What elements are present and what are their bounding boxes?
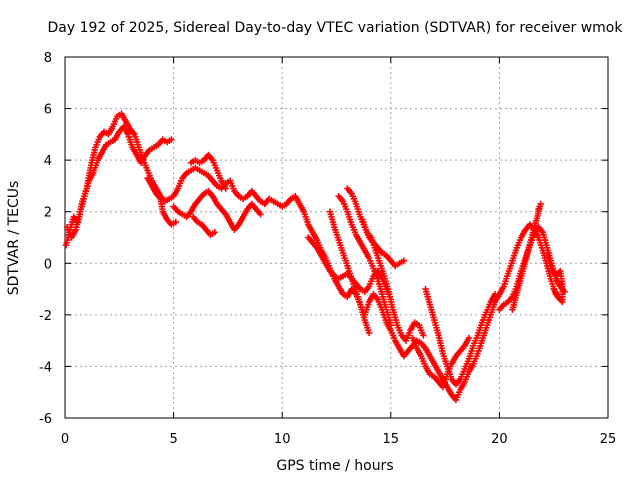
y-tick-label: 8 bbox=[44, 51, 52, 66]
grid bbox=[65, 57, 608, 418]
y-tick-label: 0 bbox=[44, 257, 52, 272]
x-tick-label: 15 bbox=[383, 432, 400, 447]
data-point-trace-j bbox=[400, 257, 408, 264]
y-tick-label: 2 bbox=[44, 206, 52, 221]
x-tick-label: 0 bbox=[61, 432, 69, 447]
y-tick-label: 4 bbox=[44, 154, 52, 169]
y-tick-label: 6 bbox=[44, 103, 52, 118]
x-tick-label: 5 bbox=[169, 432, 177, 447]
axis-ticks: 0 5 10 15 20 25 -6 -4 -2 0 2 4 6 8 bbox=[39, 51, 616, 447]
x-tick-label: 10 bbox=[274, 432, 291, 447]
y-axis-label: SDTVAR / TECUs bbox=[6, 181, 22, 296]
data-point-trace-i bbox=[365, 329, 373, 337]
data-point-trace-m bbox=[465, 334, 473, 342]
data-point-trace-c bbox=[172, 218, 179, 226]
y-tick-label: -6 bbox=[39, 412, 52, 427]
y-tick-label: -2 bbox=[39, 309, 52, 324]
x-axis-label: GPS time / hours bbox=[276, 458, 393, 474]
data-point-trace-l bbox=[491, 291, 499, 298]
data-point-trace-h bbox=[387, 321, 394, 329]
data-point-trace-o bbox=[550, 285, 557, 293]
data-marks bbox=[62, 110, 568, 404]
x-tick-label: 20 bbox=[491, 432, 508, 447]
data-point-trace-d bbox=[257, 211, 264, 218]
y-tick-label: -4 bbox=[39, 360, 52, 375]
data-point-trace-f bbox=[222, 185, 229, 192]
x-tick-label: 25 bbox=[600, 432, 617, 447]
data-point-trace-e bbox=[211, 229, 219, 236]
chart-title: Day 192 of 2025, Sidereal Day-to-day VTE… bbox=[48, 20, 624, 36]
data-point-trace-k bbox=[420, 332, 427, 339]
data-point-trace-p bbox=[509, 306, 516, 313]
data-point-trace-b bbox=[168, 136, 175, 143]
